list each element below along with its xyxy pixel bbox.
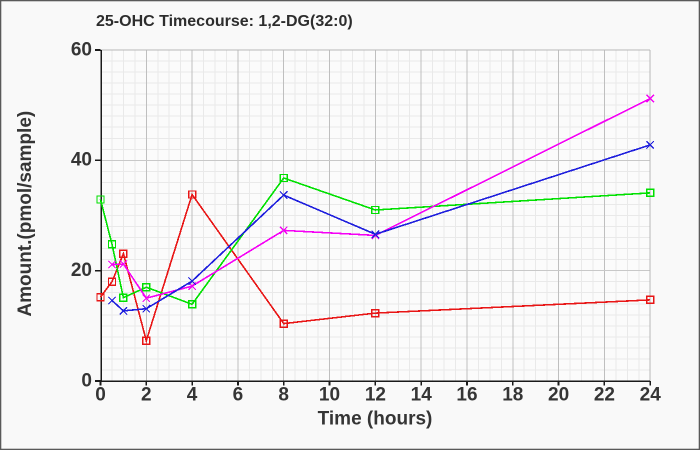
svg-text:18: 18 <box>502 385 523 406</box>
svg-text:22: 22 <box>594 385 615 406</box>
svg-text:12: 12 <box>365 385 386 406</box>
svg-text:4: 4 <box>187 385 198 406</box>
svg-text:20: 20 <box>548 385 569 406</box>
svg-text:24: 24 <box>640 385 662 406</box>
svg-text:60: 60 <box>71 39 92 60</box>
svg-text:40: 40 <box>71 150 92 171</box>
svg-text:Amount.(pmol/sample): Amount.(pmol/sample) <box>15 111 36 317</box>
svg-text:20: 20 <box>71 260 92 281</box>
svg-text:14: 14 <box>411 385 433 406</box>
svg-text:8: 8 <box>278 385 289 406</box>
svg-text:Time (hours): Time (hours) <box>318 409 433 430</box>
svg-text:2: 2 <box>141 385 152 406</box>
svg-text:0: 0 <box>81 370 92 391</box>
svg-text:25-OHC Timecourse: 1,2-DG(32:0: 25-OHC Timecourse: 1,2-DG(32:0) <box>96 13 353 30</box>
svg-text:6: 6 <box>233 385 244 406</box>
svg-text:10: 10 <box>319 385 340 406</box>
svg-text:16: 16 <box>456 385 477 406</box>
svg-text:0: 0 <box>95 385 106 406</box>
